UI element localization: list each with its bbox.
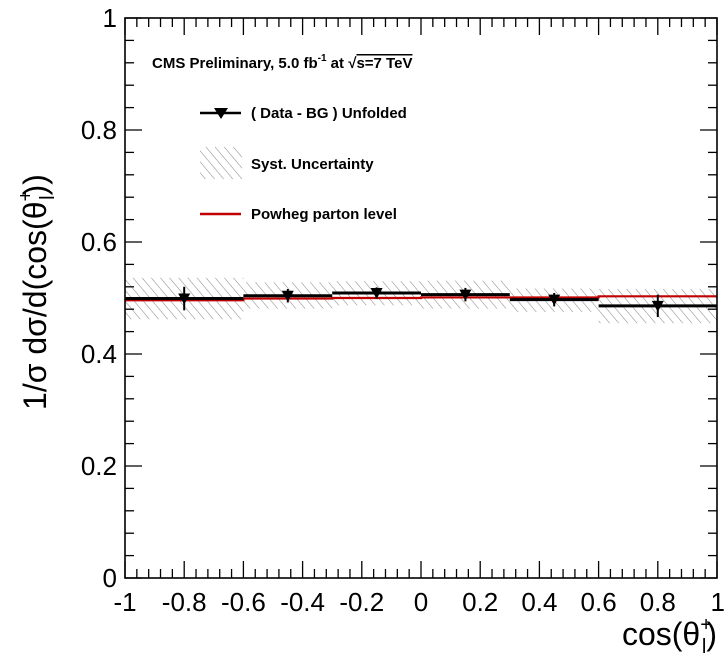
x-tick-label: -0.6 bbox=[221, 587, 266, 617]
legend-data-marker bbox=[214, 108, 228, 119]
x-tick-labels: -1 -0.8 -0.6 -0.4 -0.2 0 0.2 0.4 0.6 0.8 1 bbox=[113, 587, 725, 617]
x-tick-label: 0.6 bbox=[581, 587, 617, 617]
syst-band-layer bbox=[125, 277, 717, 324]
data-layer bbox=[125, 286, 717, 318]
x-tick-label: 0.4 bbox=[521, 587, 557, 617]
y-tick-label: 1 bbox=[103, 3, 117, 33]
y-tick-label: 0 bbox=[103, 563, 117, 593]
y-tick-label: 0.2 bbox=[81, 451, 117, 481]
y-tick-label: 0.8 bbox=[81, 115, 117, 145]
x-tick-label: 1 bbox=[711, 587, 725, 617]
legend-label-data: ( Data - BG ) Unfolded bbox=[251, 105, 407, 122]
legend-item-data: ( Data - BG ) Unfolded bbox=[200, 105, 407, 122]
x-tick-label: -0.4 bbox=[280, 587, 325, 617]
x-tick-label: 0 bbox=[414, 587, 428, 617]
legend: ( Data - BG ) Unfolded Syst. Uncertainty… bbox=[200, 105, 407, 223]
legend-item-syst: Syst. Uncertainty bbox=[200, 147, 374, 179]
x-tick-label: 0.2 bbox=[462, 587, 498, 617]
legend-label-syst: Syst. Uncertainty bbox=[251, 156, 374, 173]
data-point bbox=[281, 290, 294, 302]
x-tick-label: -0.2 bbox=[339, 587, 384, 617]
legend-item-powheg: Powheg parton level bbox=[200, 206, 397, 223]
chart-title: CMS Preliminary, 5.0 fb-1 at √s=7 TeV bbox=[152, 53, 412, 72]
x-tick-label: -0.8 bbox=[162, 587, 207, 617]
data-point bbox=[370, 287, 383, 299]
legend-syst-swatch bbox=[200, 147, 242, 179]
tick-layer bbox=[124, 17, 718, 579]
data-point bbox=[178, 293, 191, 305]
data-point bbox=[651, 300, 664, 312]
y-tick-label: 0.6 bbox=[81, 227, 117, 257]
x-tick-label: 0.8 bbox=[640, 587, 676, 617]
data-point bbox=[548, 294, 561, 306]
x-tick-label: -1 bbox=[113, 587, 136, 617]
x-axis-title: cos(θ+ l) bbox=[622, 614, 717, 657]
y-tick-labels: 0 0.2 0.4 0.6 0.8 1 bbox=[81, 3, 117, 593]
data-point bbox=[459, 289, 472, 301]
legend-label-powheg: Powheg parton level bbox=[251, 206, 397, 223]
y-axis-title: 1/σ dσ/d(cos(θ+l)) bbox=[15, 174, 59, 410]
y-tick-label: 0.4 bbox=[81, 339, 117, 369]
